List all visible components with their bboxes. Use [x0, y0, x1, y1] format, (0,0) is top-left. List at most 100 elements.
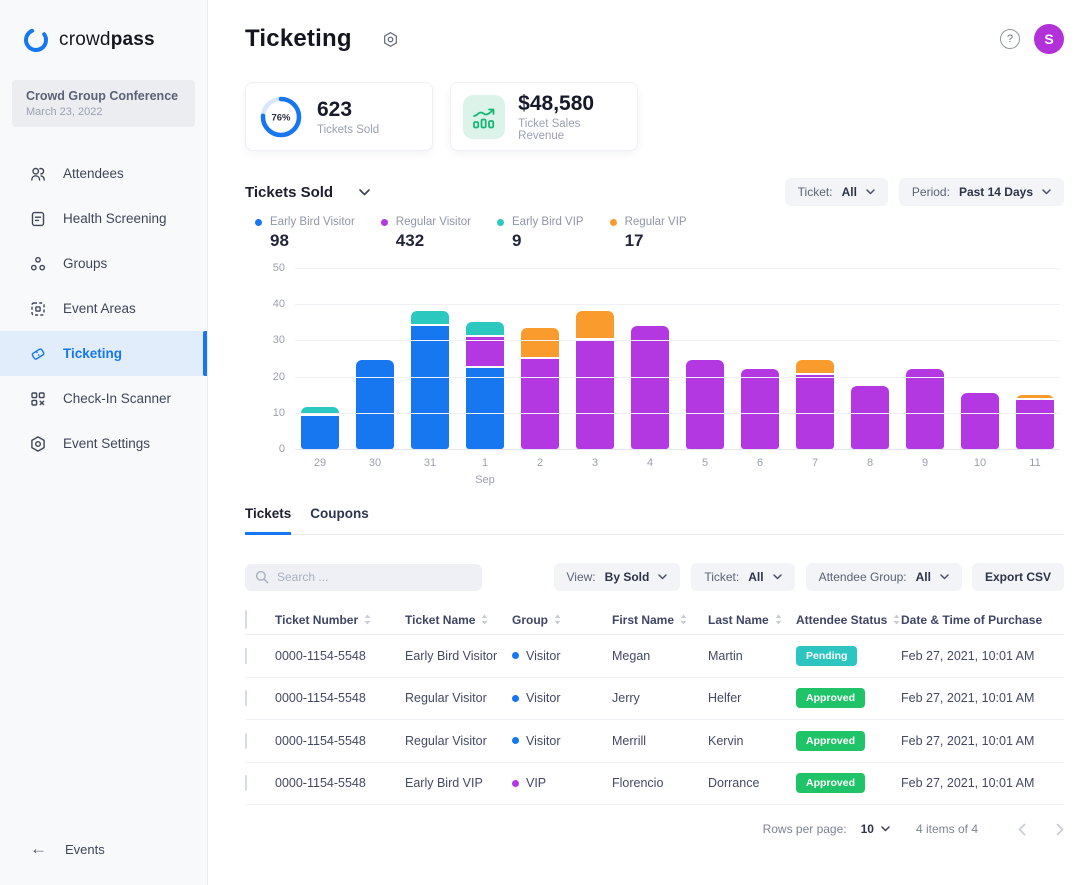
sort-icon[interactable]	[481, 614, 488, 625]
legend-dot	[609, 218, 617, 226]
bar-segment-regular-visitor	[521, 358, 559, 449]
export-csv-button[interactable]: Export CSV	[971, 563, 1064, 591]
arrow-left-icon: ←	[30, 839, 47, 858]
prev-page-icon[interactable]	[1018, 823, 1026, 836]
table-row[interactable]: 0000-1154-5548 Regular Visitor Visitor Merr…	[245, 720, 1064, 763]
sort-icon[interactable]	[554, 614, 561, 625]
rows-per-page-select[interactable]: 10	[861, 822, 890, 836]
column-header-attendee-status[interactable]: Attendee Status	[796, 613, 901, 627]
purchase-date-cell: Feb 27, 2021, 10:01 AM	[901, 776, 1035, 791]
sidebar-item-event-settings[interactable]: Event Settings	[0, 421, 207, 466]
bar-segment-regular-visitor	[686, 360, 724, 449]
column-header-first-name[interactable]: First Name	[612, 613, 708, 627]
x-tick-label: 2	[536, 457, 544, 469]
column-header-group[interactable]: Group	[512, 613, 612, 627]
page-settings-gear-icon[interactable]	[382, 31, 399, 48]
tickets-sold-value: 623	[317, 97, 353, 121]
table-row[interactable]: 0000-1154-5548 Early Bird VIP VIP Florencio…	[245, 763, 1064, 805]
sort-icon[interactable]	[775, 614, 782, 625]
group-label: Visitor	[526, 691, 561, 706]
gridline-0	[295, 449, 1060, 450]
sidebar-item-event-areas[interactable]: Event Areas	[0, 286, 207, 331]
sidebar-item-attendees[interactable]: Attendees	[0, 151, 207, 196]
ticket-name-cell: Early Bird Visitor	[405, 648, 498, 663]
table-controls: View: By Sold Ticket: All Attendee Group: All…	[245, 563, 1064, 591]
status-badge: Approved	[796, 688, 866, 709]
tickets-table: Ticket Number Ticket Name Group First Name L…	[245, 605, 1064, 805]
next-page-icon[interactable]	[1056, 823, 1064, 836]
last-name-cell: Martin	[708, 648, 743, 663]
brand-name: crowdpass	[59, 29, 155, 50]
column-header-last-name[interactable]: Last Name	[708, 613, 796, 627]
chevron-down-icon	[1042, 189, 1051, 195]
avatar[interactable]: S	[1034, 24, 1064, 54]
chart-filter-ticket[interactable]: Ticket: All	[784, 178, 888, 206]
tab-tickets[interactable]: Tickets	[245, 506, 292, 535]
event-title: Crowd Group Conference	[26, 89, 179, 103]
column-header-ticket-number[interactable]: Ticket Number	[275, 613, 405, 627]
bar-segment-early-bird-visitor	[301, 416, 339, 449]
table-filter-ticket[interactable]: Ticket: All	[691, 563, 795, 591]
table-filter-view[interactable]: View: By Sold	[553, 563, 681, 591]
sidebar-item-health-screening[interactable]: Health Screening	[0, 196, 207, 241]
sort-icon[interactable]	[364, 614, 371, 625]
chart-title-dropdown[interactable]: Tickets Sold	[245, 184, 370, 201]
event-selector[interactable]: Crowd Group Conference March 23, 2022	[12, 80, 195, 127]
sidebar-item-ticketing[interactable]: Ticketing	[0, 331, 207, 376]
gridline-40	[295, 304, 1060, 306]
sidebar-item-groups[interactable]: Groups	[0, 241, 207, 286]
legend-early-bird-visitor: Early Bird Visitor 98	[255, 216, 355, 251]
row-checkbox[interactable]	[245, 775, 247, 792]
tab-coupons[interactable]: Coupons	[310, 506, 369, 521]
bar-3: 3	[576, 311, 614, 469]
ticket-number-cell: 0000-1154-5548	[275, 776, 366, 791]
search-box[interactable]	[245, 563, 482, 591]
search-input[interactable]	[277, 570, 472, 584]
column-header-label: Ticket Name	[405, 612, 476, 627]
svg-text:76%: 76%	[271, 112, 291, 123]
x-tick-label: 5	[701, 457, 709, 469]
bar-segment-regular-vip	[576, 311, 614, 341]
back-to-events[interactable]: ← Events	[30, 839, 105, 859]
row-select-cell	[245, 647, 275, 664]
chevron-down-icon	[866, 189, 875, 195]
sort-icon[interactable]	[893, 614, 900, 625]
row-checkbox[interactable]	[245, 690, 247, 707]
sidebar-item-label: Groups	[63, 256, 108, 271]
revenue-label: Ticket Sales Revenue	[518, 117, 581, 142]
bar-29: 29	[301, 407, 339, 469]
table-body: 0000-1154-5548 Early Bird Visitor Visitor M…	[245, 635, 1064, 805]
legend-early-bird-vip: Early Bird VIP 9	[497, 216, 584, 251]
last-name-cell: Kervin	[708, 733, 744, 748]
column-header-ticket-name[interactable]: Ticket Name	[405, 613, 512, 627]
sort-icon[interactable]	[680, 614, 687, 625]
chevron-down-icon	[772, 574, 782, 580]
table-row[interactable]: 0000-1154-5548 Regular Visitor Visitor Jerr…	[245, 678, 1064, 720]
select-all-checkbox[interactable]	[245, 609, 247, 629]
x-tick-label: 3	[591, 457, 599, 469]
legend-value: 98	[270, 231, 289, 250]
bar-6: 6	[741, 369, 779, 469]
help-icon[interactable]: ?	[1000, 29, 1020, 49]
bar-9: 9	[906, 369, 944, 469]
table-row[interactable]: 0000-1154-5548 Early Bird Visitor Visitor M…	[245, 635, 1064, 678]
row-select-cell	[245, 732, 275, 749]
filter-label: Ticket:	[704, 570, 740, 584]
column-header-label: First Name	[612, 612, 675, 627]
row-checkbox[interactable]	[245, 732, 247, 749]
brand-logo: crowdpass	[0, 0, 207, 54]
table-filter-attendee-group[interactable]: Attendee Group: All	[805, 563, 962, 591]
sidebar-item-label: Attendees	[63, 166, 124, 181]
chart-filter-period[interactable]: Period: Past 14 Days	[898, 178, 1064, 206]
select-all-cell	[245, 609, 275, 629]
legend-name: Regular VIP	[624, 216, 687, 228]
bar-stack	[741, 369, 779, 449]
row-checkbox[interactable]	[245, 647, 247, 664]
health-screening-icon	[29, 210, 47, 228]
filter-value: By Sold	[604, 570, 650, 584]
bar-31: 31	[411, 311, 449, 469]
column-header-date-time-of-purchase[interactable]: Date & Time of Purchase	[901, 613, 1064, 627]
bar-segment-regular-vip	[796, 360, 834, 375]
sidebar-item-check-in-scanner[interactable]: Check-In Scanner	[0, 376, 207, 421]
filter-label: Ticket:	[797, 185, 833, 199]
